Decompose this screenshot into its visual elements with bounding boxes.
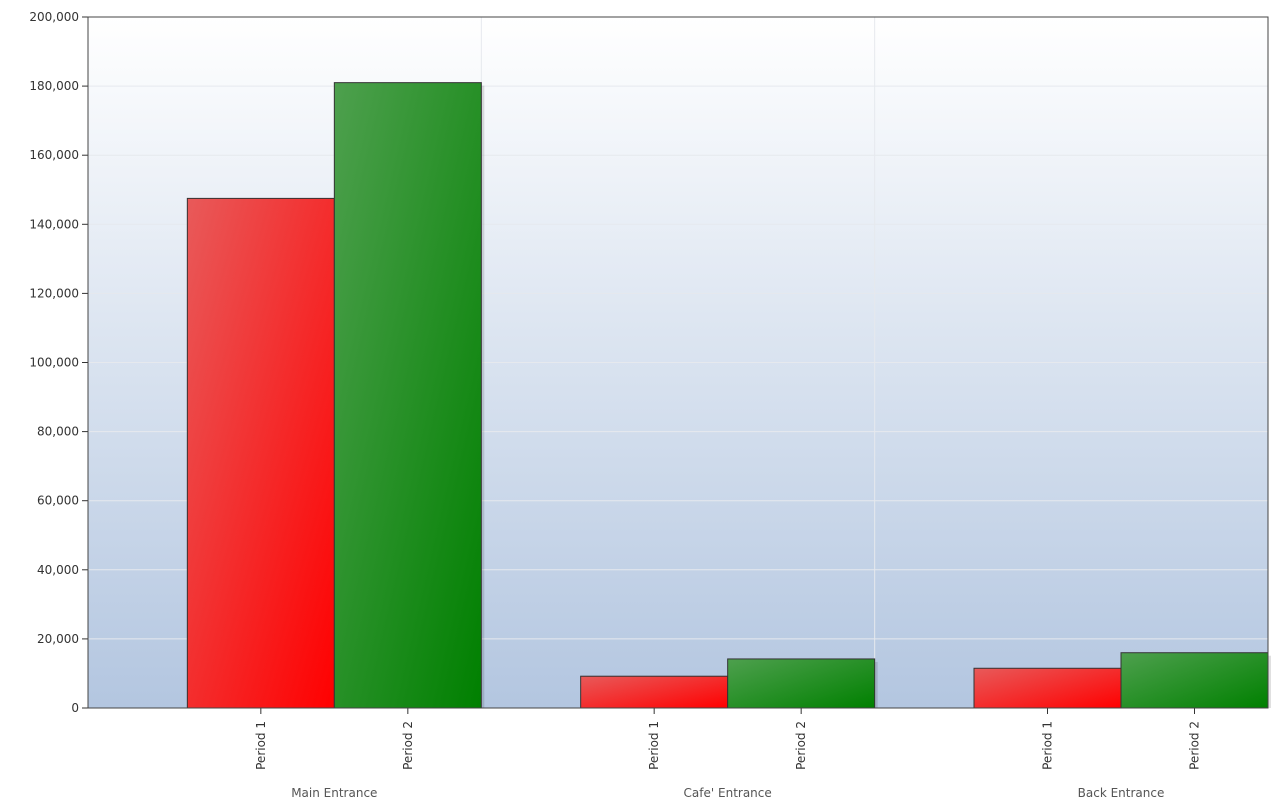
y-tick-label: 60,000 — [37, 494, 79, 508]
bar-cafe-entrance-period-1 — [580, 675, 729, 709]
bar-back-entrance-period-1 — [973, 667, 1122, 709]
x-tick-label: Period 2 — [401, 721, 415, 770]
bar-layer — [186, 82, 1271, 709]
bar-cafe-entrance-period-2 — [727, 658, 876, 709]
x-tick-label: Period 2 — [794, 721, 808, 770]
bar-main-entrance-period-2 — [333, 82, 482, 709]
x-tick-label: Period 2 — [1188, 721, 1202, 770]
x-tick-label: Period 1 — [1041, 721, 1055, 770]
category-label: Main Entrance — [291, 786, 377, 800]
y-tick-label: 100,000 — [29, 356, 79, 370]
x-tick-label: Period 1 — [254, 721, 268, 770]
y-tick-label: 0 — [71, 701, 79, 715]
category-label: Cafe' Entrance — [684, 786, 772, 800]
y-tick-label: 120,000 — [29, 286, 79, 300]
plot-frame — [87, 16, 1269, 709]
y-tick-label: 20,000 — [37, 632, 79, 646]
y-tick-label: 160,000 — [29, 148, 79, 162]
x-tick-label: Period 1 — [647, 721, 661, 770]
bar-main-entrance-period-1 — [186, 197, 335, 709]
y-tick-label: 200,000 — [29, 10, 79, 24]
y-tick-label: 40,000 — [37, 563, 79, 577]
y-tick-label: 140,000 — [29, 217, 79, 231]
label-layer: 0 20,000 40,000 60,000 80,000 100,000 120,000 1… — [29, 10, 1201, 800]
axis-layer — [82, 16, 1269, 714]
y-tick-label: 180,000 — [29, 79, 79, 93]
category-label: Back Entrance — [1078, 786, 1165, 800]
bar-back-entrance-period-2 — [1120, 652, 1269, 709]
y-tick-label: 80,000 — [37, 425, 79, 439]
